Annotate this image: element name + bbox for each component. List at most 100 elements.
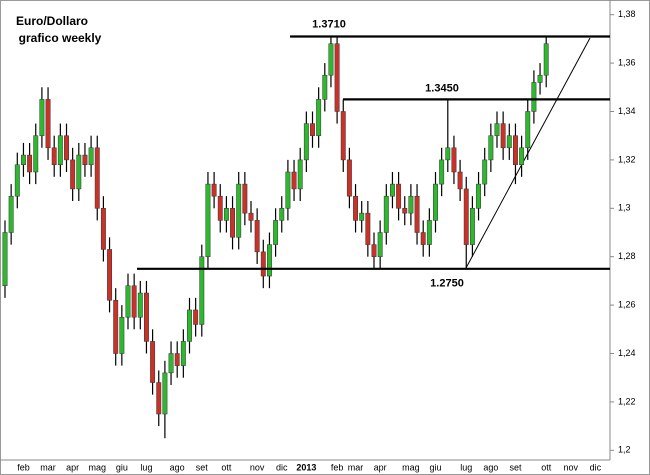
candle-body <box>420 232 426 245</box>
level-label: 1.3450 <box>425 82 459 94</box>
candle-body <box>82 154 88 165</box>
candle-body <box>340 111 346 161</box>
candle-body <box>353 195 359 221</box>
candle-body <box>14 164 20 197</box>
candle-body <box>107 249 112 301</box>
candle-body <box>180 341 186 366</box>
candle-body <box>27 154 33 173</box>
title-line: Euro/Dollaro <box>16 14 88 28</box>
candle-body <box>439 159 445 185</box>
x-tick-label: dic <box>590 462 602 472</box>
x-tick-label: mar <box>348 462 364 472</box>
candle-body <box>150 341 156 383</box>
candle-body <box>260 251 266 277</box>
candle-body <box>254 220 260 253</box>
x-tick-label: lug <box>140 462 152 472</box>
candle-body <box>506 135 512 149</box>
candle-body <box>476 183 482 209</box>
candle-body <box>242 183 248 214</box>
x-tick-label: giu <box>116 462 128 472</box>
candle-body <box>21 154 26 165</box>
y-tick-label: 1,34 <box>618 106 636 116</box>
candle-body <box>88 147 94 165</box>
candle-body <box>537 74 543 83</box>
candle-body <box>310 123 315 136</box>
candle-body <box>45 99 51 149</box>
candle-body <box>2 232 8 286</box>
y-tick-label: 1,22 <box>618 396 636 406</box>
y-tick-label: 1,36 <box>618 57 636 67</box>
candle-body <box>156 382 162 415</box>
candle-body <box>494 123 500 136</box>
x-tick-label: 2013 <box>296 462 316 472</box>
x-tick-label: feb <box>17 462 30 472</box>
candle-body <box>402 208 408 214</box>
candle-body <box>51 147 57 165</box>
candle-body <box>451 147 457 173</box>
y-tick-label: 1,24 <box>618 348 636 358</box>
candle-body <box>482 159 488 185</box>
candle-body <box>217 195 223 221</box>
candle-body <box>267 244 272 277</box>
candle-body <box>346 159 352 197</box>
candle-body <box>285 171 291 209</box>
candle-body <box>199 256 205 325</box>
candle-body <box>445 147 451 161</box>
candle-body <box>433 183 438 221</box>
candle-body <box>426 220 432 245</box>
candle-body <box>70 159 76 190</box>
y-tick-label: 1,3 <box>618 203 631 213</box>
candle-body <box>297 159 303 190</box>
y-tick-label: 1,26 <box>618 299 636 309</box>
y-tick-label: 1,38 <box>618 9 636 19</box>
candle-body <box>205 183 211 257</box>
candle-body <box>457 171 463 190</box>
candle-body <box>64 135 69 161</box>
candle-body <box>513 135 518 165</box>
x-tick-label: ott <box>221 462 232 472</box>
candle-body <box>168 353 174 374</box>
candle-body <box>303 123 309 161</box>
candle-body <box>291 171 297 190</box>
x-tick-label: set <box>509 462 522 472</box>
candle-body <box>223 208 229 221</box>
candle-body <box>469 208 475 245</box>
candle-body <box>236 183 242 238</box>
candle-body <box>390 183 395 197</box>
x-tick-label: dic <box>276 462 288 472</box>
candle-body <box>131 285 137 318</box>
title-line: grafico weekly <box>19 31 102 45</box>
candle-body <box>248 212 254 221</box>
candle-body <box>211 183 217 197</box>
x-tick-label: ago <box>170 462 185 472</box>
candle-body <box>57 135 63 165</box>
candle-body <box>39 99 45 136</box>
candle-body <box>396 183 402 209</box>
level-label: 1.3710 <box>312 18 346 30</box>
candle-body <box>193 309 199 325</box>
x-tick-label: giu <box>429 462 441 472</box>
x-tick-label: ago <box>483 462 498 472</box>
x-tick-label: mag <box>402 462 420 472</box>
candle-body <box>162 372 168 415</box>
candle-body <box>8 195 14 233</box>
candle-body <box>488 135 494 161</box>
x-tick-label: mag <box>88 462 106 472</box>
x-tick-label: nov <box>564 462 579 472</box>
candle-body <box>316 99 322 136</box>
candle-body <box>365 212 371 245</box>
candle-body <box>328 43 334 76</box>
candle-body <box>359 212 365 221</box>
candle-body <box>125 285 131 318</box>
candle-body <box>408 195 414 214</box>
x-tick-label: set <box>196 462 209 472</box>
y-tick-label: 1,28 <box>618 251 636 261</box>
x-tick-label: apr <box>66 462 79 472</box>
x-tick-label: apr <box>374 462 387 472</box>
candle-body <box>94 147 100 209</box>
candle-body <box>414 195 420 233</box>
candle-body <box>500 123 506 149</box>
candle-body <box>230 208 236 238</box>
candle-body <box>519 147 525 165</box>
